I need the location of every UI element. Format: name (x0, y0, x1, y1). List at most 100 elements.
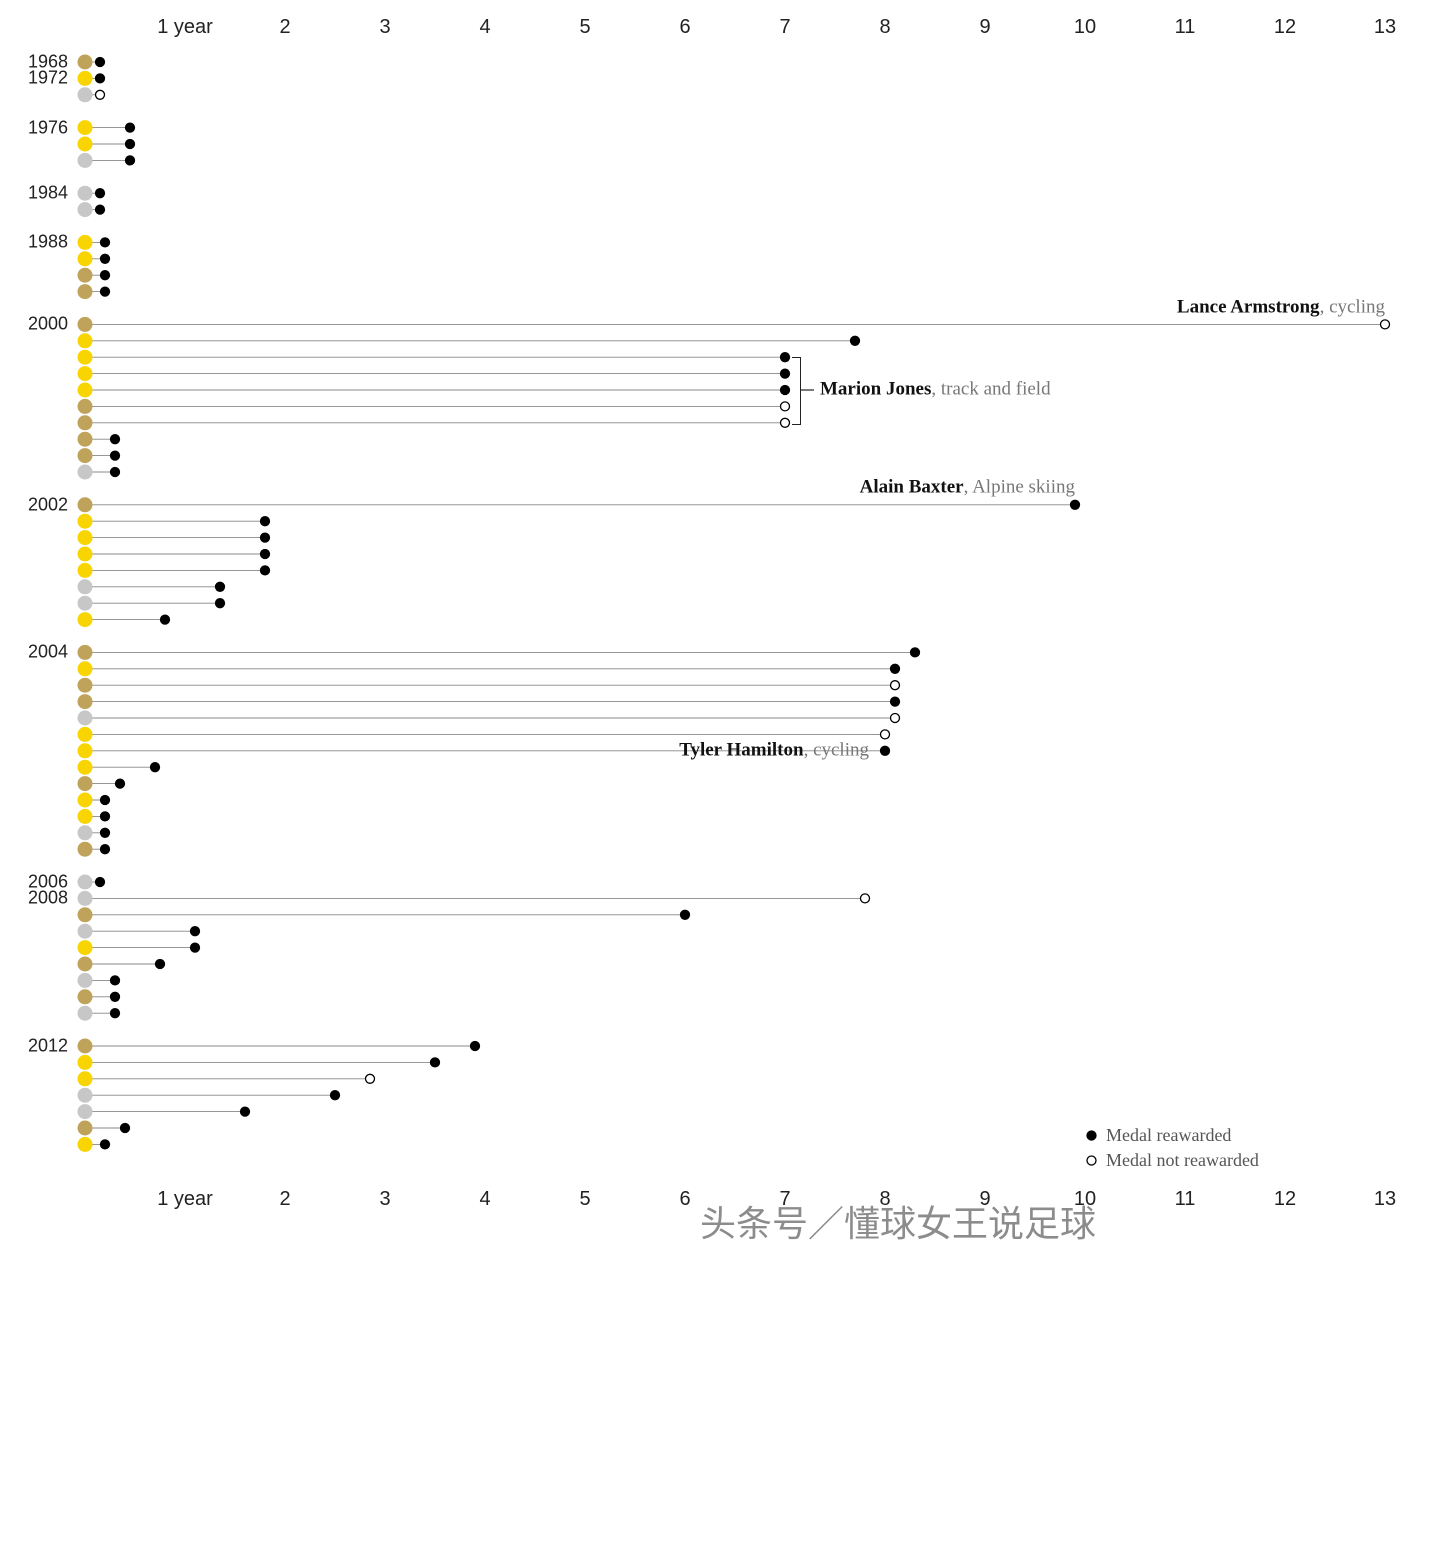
axis-top-tick: 9 (979, 16, 990, 39)
end-dot-reawarded (96, 878, 105, 887)
medal-silver-icon (78, 202, 93, 217)
medal-silver-icon (78, 579, 93, 594)
medal-gold-icon (78, 333, 93, 348)
end-dot-reawarded (851, 336, 860, 345)
end-dot-not-reawarded (781, 402, 790, 411)
end-dot-reawarded (101, 287, 110, 296)
end-dot-reawarded (101, 828, 110, 837)
medal-silver-icon (78, 153, 93, 168)
end-dot-reawarded (781, 353, 790, 362)
end-dot-reawarded (96, 189, 105, 198)
axis-bottom-tick: 1 year (157, 1188, 213, 1211)
end-dot-reawarded (111, 976, 120, 985)
annotation-name: Marion Jones (820, 379, 931, 400)
end-dot-reawarded (911, 648, 920, 657)
year-label: 2012 (20, 1036, 68, 1057)
end-dot-reawarded (431, 1058, 440, 1067)
annotation-sport: , cycling (1320, 297, 1385, 318)
medal-bronze-icon (78, 55, 93, 70)
annotation-sport: , track and field (931, 379, 1050, 400)
end-dot-reawarded (1071, 500, 1080, 509)
end-dot-reawarded (111, 992, 120, 1001)
medal-silver-icon (78, 891, 93, 906)
axis-bottom-tick: 3 (379, 1188, 390, 1211)
axis-top-tick: 6 (679, 16, 690, 39)
end-dot-reawarded (241, 1107, 250, 1116)
end-dot-reawarded (126, 156, 135, 165)
medal-gold-icon (78, 1055, 93, 1070)
legend-row: Medal reawarded (1085, 1125, 1259, 1146)
medal-bronze-icon (78, 399, 93, 414)
end-dot-reawarded (126, 123, 135, 132)
medal-bronze-icon (78, 957, 93, 972)
axis-top-tick: 13 (1374, 16, 1396, 39)
end-dot-reawarded (96, 58, 105, 67)
chart-svg (0, 0, 1441, 1541)
year-label: 2000 (20, 314, 68, 335)
year-label: 2008 (20, 888, 68, 909)
end-dot-reawarded (96, 74, 105, 83)
annotation: Marion Jones, track and field (820, 380, 1051, 401)
end-dot-reawarded (111, 451, 120, 460)
medal-silver-icon (78, 924, 93, 939)
end-dot-reawarded (891, 664, 900, 673)
end-dot-reawarded (216, 599, 225, 608)
medal-silver-icon (78, 1006, 93, 1021)
axis-top-tick: 3 (379, 16, 390, 39)
year-label: 1976 (20, 117, 68, 138)
medal-bronze-icon (78, 842, 93, 857)
end-dot-not-reawarded (1381, 320, 1390, 329)
year-label: 2002 (20, 494, 68, 515)
medal-bronze-icon (78, 694, 93, 709)
medal-gold-icon (78, 71, 93, 86)
end-dot-reawarded (881, 746, 890, 755)
axis-top-tick: 4 (479, 16, 490, 39)
end-dot-reawarded (781, 369, 790, 378)
annotation: Tyler Hamilton, cycling (679, 740, 869, 761)
axis-top-tick: 10 (1074, 16, 1096, 39)
axis-top-tick: 7 (779, 16, 790, 39)
end-dot-not-reawarded (781, 418, 790, 427)
medal-bronze-icon (78, 989, 93, 1004)
medal-bronze-icon (78, 268, 93, 283)
medal-gold-icon (78, 793, 93, 808)
legend-label: Medal not reawarded (1106, 1150, 1259, 1171)
axis-top-tick: 12 (1274, 16, 1296, 39)
medal-gold-icon (78, 563, 93, 578)
legend-dot-open-icon (1085, 1154, 1098, 1167)
medal-gold-icon (78, 760, 93, 775)
medal-gold-icon (78, 547, 93, 562)
annotation-sport: , cycling (804, 739, 869, 760)
axis-bottom-tick: 6 (679, 1188, 690, 1211)
end-dot-reawarded (151, 763, 160, 772)
annotation-name: Tyler Hamilton (679, 739, 803, 760)
medal-silver-icon (78, 186, 93, 201)
medal-silver-icon (78, 1104, 93, 1119)
end-dot-reawarded (101, 796, 110, 805)
medal-bronze-icon (78, 1121, 93, 1136)
end-dot-reawarded (101, 812, 110, 821)
chart-root: 1 year23456789101112131 year234567891011… (0, 0, 1441, 1541)
end-dot-not-reawarded (891, 714, 900, 723)
medal-bronze-icon (78, 907, 93, 922)
medal-bronze-icon (78, 1039, 93, 1054)
end-dot-not-reawarded (881, 730, 890, 739)
medal-gold-icon (78, 1071, 93, 1086)
end-dot-reawarded (111, 1009, 120, 1018)
annotation-name: Alain Baxter (860, 477, 964, 498)
medal-gold-icon (78, 383, 93, 398)
medal-gold-icon (78, 809, 93, 824)
medal-bronze-icon (78, 776, 93, 791)
end-dot-reawarded (216, 582, 225, 591)
medal-silver-icon (78, 875, 93, 890)
end-dot-not-reawarded (366, 1074, 375, 1083)
medal-silver-icon (78, 825, 93, 840)
year-label: 1988 (20, 232, 68, 253)
medal-silver-icon (78, 1088, 93, 1103)
medal-silver-icon (78, 596, 93, 611)
axis-bottom-tick: 11 (1175, 1188, 1196, 1211)
end-dot-reawarded (891, 697, 900, 706)
medal-gold-icon (78, 514, 93, 529)
legend-dot-solid-icon (1085, 1129, 1098, 1142)
year-label: 2004 (20, 642, 68, 663)
